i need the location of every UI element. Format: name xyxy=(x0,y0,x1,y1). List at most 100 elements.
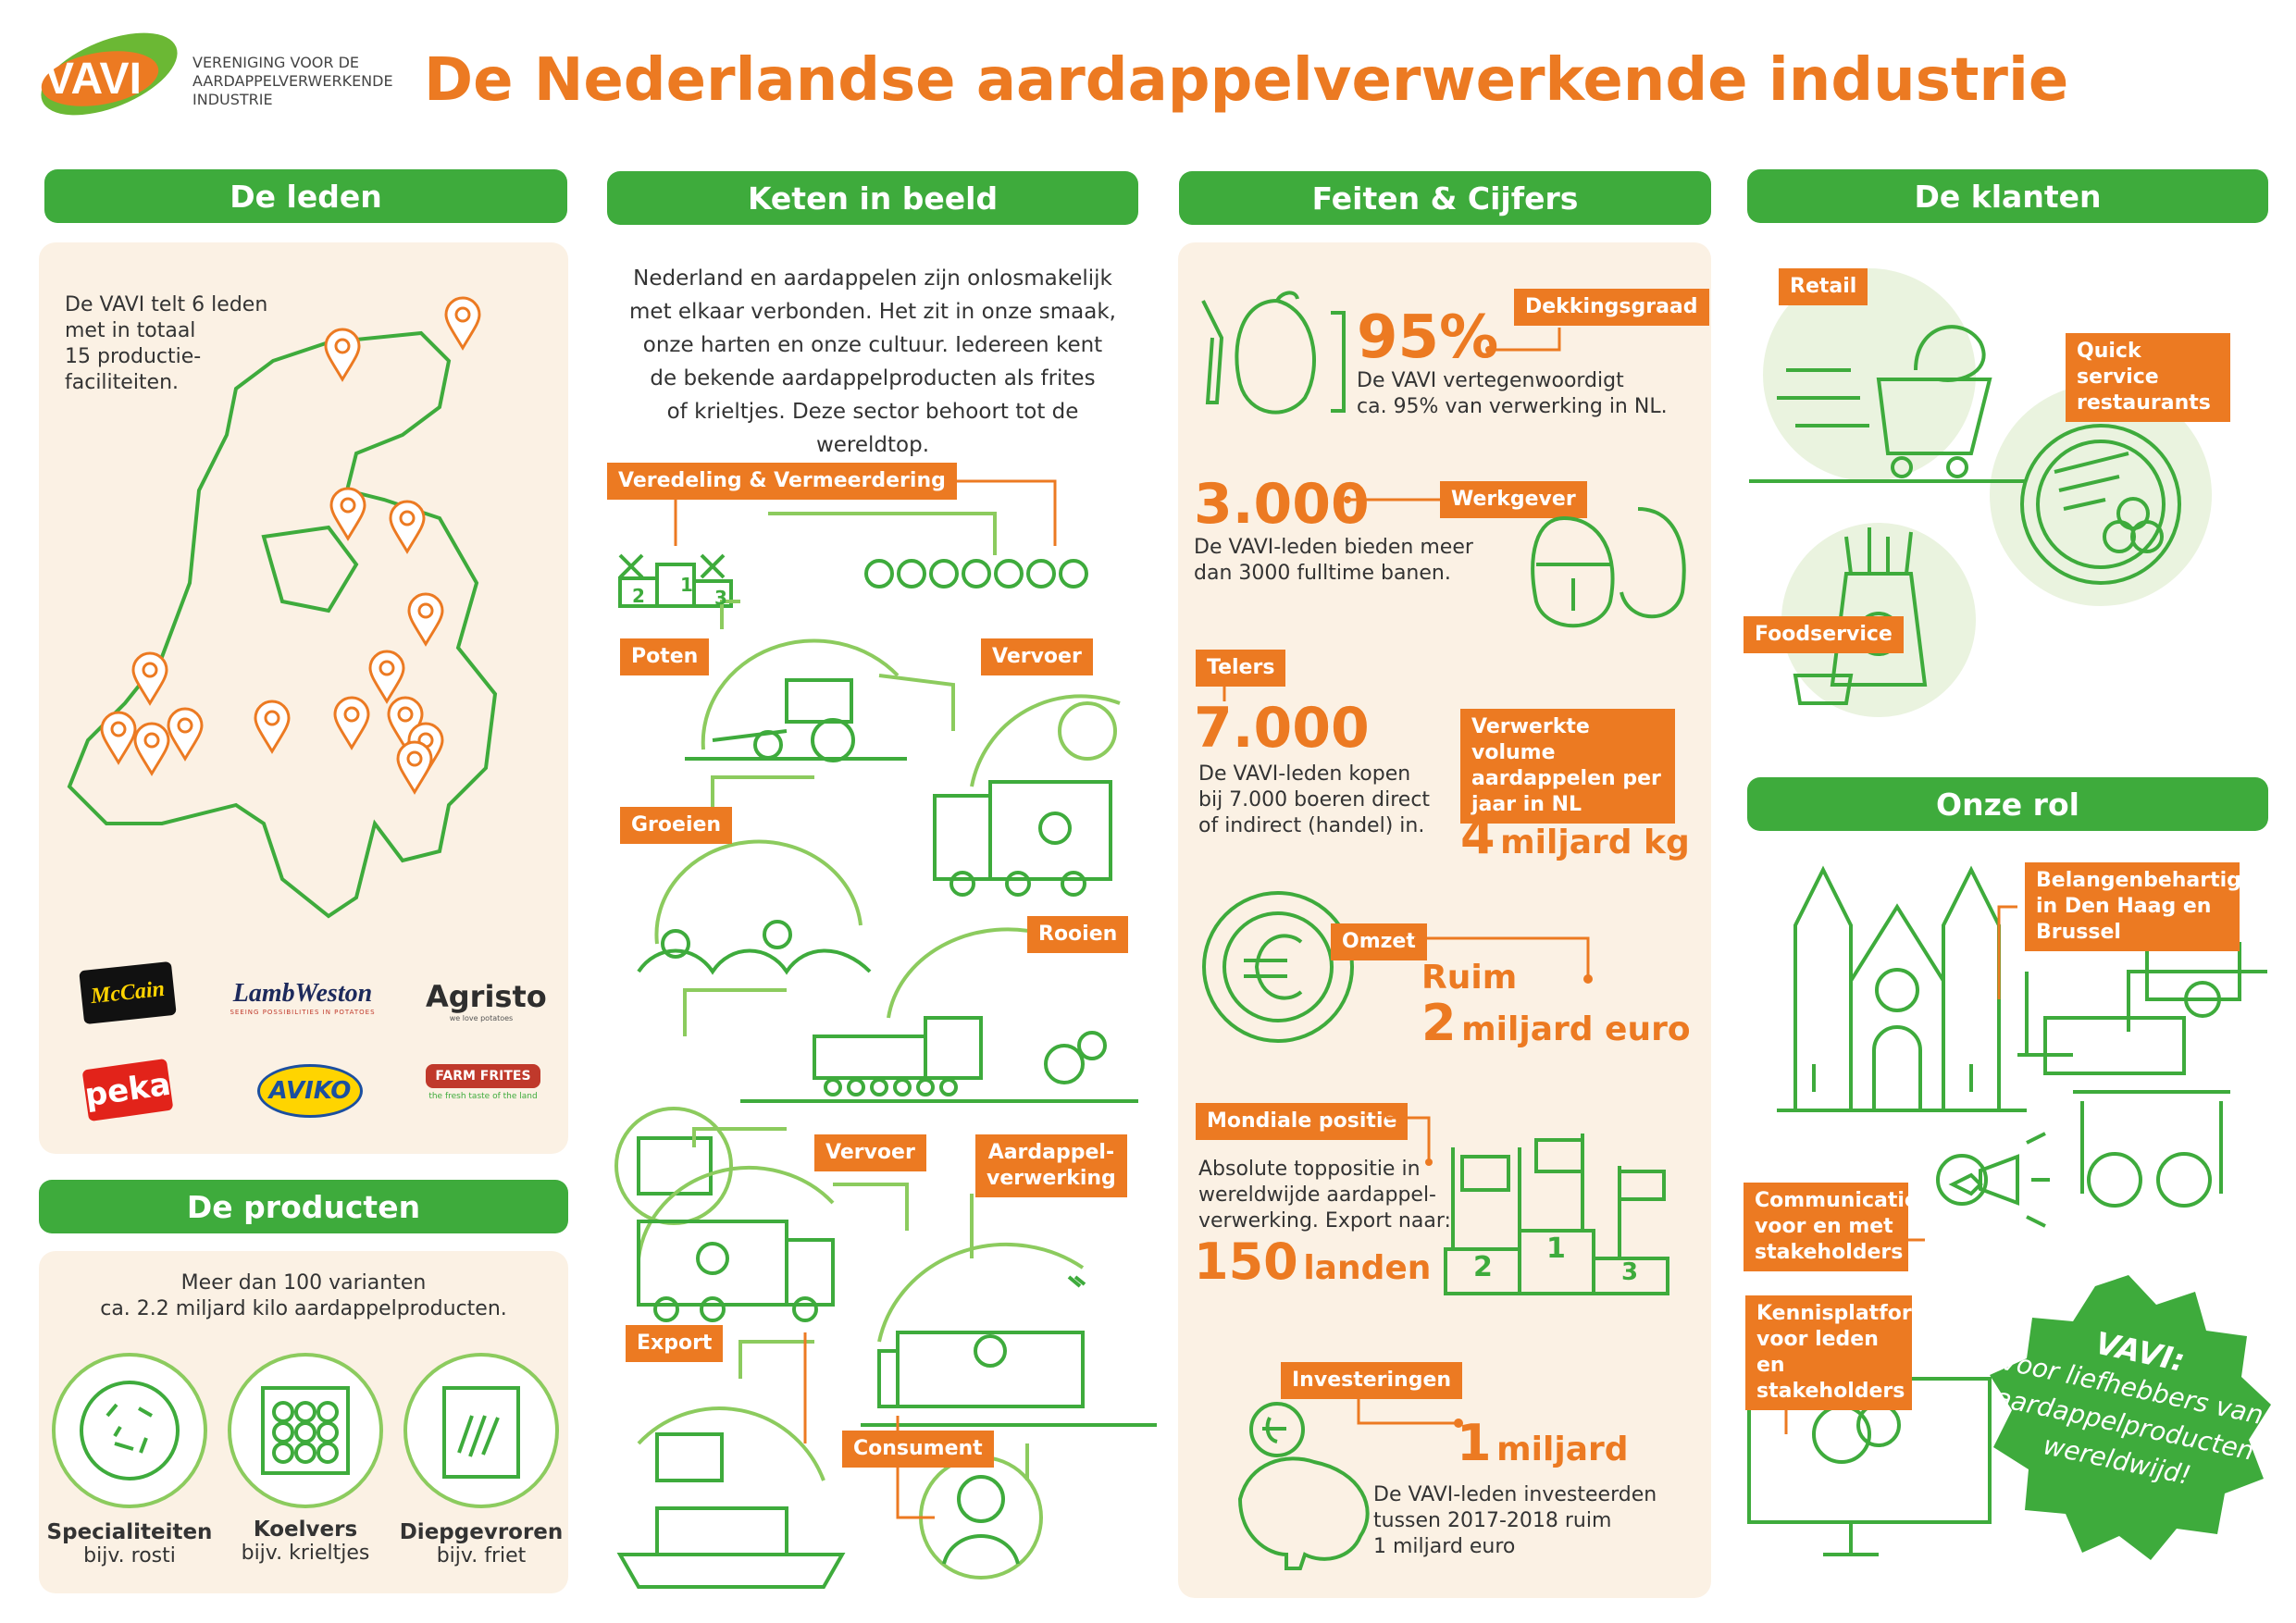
koelvers-icon xyxy=(228,1353,383,1508)
workers-icon xyxy=(1531,507,1686,628)
peka-text: peka xyxy=(82,1065,173,1115)
intro-line: met elkaar verbonden. Het zit in onze sm… xyxy=(629,300,1116,324)
map-pin-icon xyxy=(444,296,481,351)
leden-line: faciliteiten. xyxy=(65,371,180,394)
connector-icon xyxy=(1386,1116,1433,1166)
product-koelvers: Koelvers bijv. krieltjes xyxy=(217,1518,394,1565)
communicatie-line: Communicatie xyxy=(1755,1189,1918,1212)
map-pin-icon xyxy=(133,722,170,776)
kennis-line: voor leden en xyxy=(1756,1328,1879,1377)
intro-line: Nederland en aardappelen zijn onlosmakel… xyxy=(633,266,1112,291)
world-podium-icon xyxy=(1444,1134,1669,1295)
logo-text: VAVI xyxy=(44,55,142,104)
step-rooien: Rooien xyxy=(1027,916,1129,953)
leden-line: De VAVI telt 6 leden xyxy=(65,293,268,316)
volume-tag-line: jaar in NL xyxy=(1471,793,1582,816)
product-diepgevroren: Diepgevroren bijv. friet xyxy=(392,1520,570,1567)
header-leden: De leden xyxy=(44,169,567,223)
podium-1: 1 xyxy=(680,574,693,596)
tag-telers: Telers xyxy=(1196,650,1286,687)
logo-farmfrites: FARM FRITES the fresh taste of the land xyxy=(426,1064,540,1101)
potato-knife-icon xyxy=(1201,291,1316,415)
leden-line: 15 productie- xyxy=(65,345,202,368)
connector-icon xyxy=(1357,1395,1463,1428)
farmfrites-tagline: the fresh taste of the land xyxy=(428,1092,538,1101)
telers-line: bij 7.000 boeren direct xyxy=(1198,788,1431,812)
map-pin-icon xyxy=(387,696,424,750)
step-export: Export xyxy=(626,1325,724,1362)
communicatie-line: stakeholders xyxy=(1755,1241,1904,1264)
header-keten: Keten in beeld xyxy=(607,171,1138,225)
podium-2: 2 xyxy=(632,585,645,607)
logo-mccain: McCain xyxy=(79,960,177,1025)
lambweston-text: LambWeston xyxy=(232,979,373,1008)
intro-line: of krieltjes. Deze sector behoort tot de… xyxy=(666,400,1079,457)
mondiaal-unit: landen xyxy=(1303,1249,1432,1287)
tag-werkgever: Werkgever xyxy=(1440,481,1587,518)
customers-illustration xyxy=(1749,268,2212,717)
investeringen-unit: miljard xyxy=(1496,1431,1629,1468)
product-example: bijv. krieltjes xyxy=(241,1542,370,1565)
tag-investeringen: Investeringen xyxy=(1281,1362,1463,1399)
product-example: bijv. rosti xyxy=(83,1544,176,1567)
product-name: Specialiteiten xyxy=(46,1520,213,1544)
tag-volume: Verwerkte volume aardappelen per jaar in… xyxy=(1460,709,1675,824)
map-pin-icon xyxy=(131,651,168,706)
telers-line: of indirect (handel) in. xyxy=(1198,814,1425,837)
investeringen-value: 1 miljard xyxy=(1457,1414,1629,1472)
tagline-line: INDUSTRIE xyxy=(192,91,273,108)
verwerking-line: Aardappel- xyxy=(987,1141,1115,1164)
intro-line: de bekende aardappelproducten als frites xyxy=(650,366,1096,390)
step-veredeling: Veredeling & Vermeerdering xyxy=(607,463,957,500)
mccain-text: McCain xyxy=(89,976,167,1009)
star-badge-icon xyxy=(1990,1275,2271,1560)
dekking-text: De VAVI vertegenwoordigt ca. 95% van ver… xyxy=(1357,368,1668,420)
specialiteiten-icon xyxy=(52,1353,207,1508)
map-pin-icon xyxy=(389,500,426,554)
agristo-text: Agristo xyxy=(426,979,547,1014)
telers-number: 7.000 xyxy=(1194,696,1370,761)
mondiaal-podium-2: 2 xyxy=(1473,1251,1493,1283)
investeringen-line: De VAVI-leden investeerden xyxy=(1373,1483,1657,1506)
connector-icon xyxy=(1485,328,1561,353)
mondiaal-podium-3: 3 xyxy=(1621,1258,1639,1286)
tag-retail: Retail xyxy=(1779,268,1868,305)
map-pin-icon xyxy=(333,696,370,750)
aviko-text: AVIKO xyxy=(268,1077,352,1105)
header-rol: Onze rol xyxy=(1747,777,2268,831)
volume-value: 4 miljard kg xyxy=(1460,807,1690,865)
belangen-line: in Den Haag en Brussel xyxy=(2036,895,2212,944)
dekking-line: De VAVI vertegenwoordigt xyxy=(1357,369,1624,392)
tagline-line: VERENIGING VOOR DE xyxy=(192,54,360,71)
map-pin-icon xyxy=(329,487,366,541)
product-name: Koelvers xyxy=(253,1518,358,1542)
connector-icon xyxy=(1414,936,1593,984)
step-vervoer-1: Vervoer xyxy=(981,638,1093,675)
piggy-bank-icon xyxy=(1237,1402,1370,1570)
map-pin-icon xyxy=(396,740,433,795)
logo-agristo: Agristo we love potatoes xyxy=(426,979,547,1022)
lambweston-tagline: SEEING POSSIBILITIES IN POTATOES xyxy=(230,1009,376,1016)
step-groeien: Groeien xyxy=(620,807,733,844)
qsr-line: restaurants xyxy=(2077,391,2211,415)
product-specialiteiten: Specialiteiten bijv. rosti xyxy=(41,1520,218,1567)
omzet-unit: miljard euro xyxy=(1461,1010,1691,1048)
tag-dekkingsgraad: Dekkingsgraad xyxy=(1514,289,1709,326)
dekking-line: ca. 95% van verwerking in NL. xyxy=(1357,395,1668,418)
map-pin-icon xyxy=(368,650,405,704)
producten-line: ca. 2.2 miljard kilo aardappelproducten. xyxy=(100,1297,507,1320)
page-title: De Nederlandse aardappelverwerkende indu… xyxy=(424,46,2069,115)
connector-icon xyxy=(1222,681,1226,701)
logo-aviko: AVIKO xyxy=(257,1064,363,1118)
omzet-value: 2 miljard euro xyxy=(1421,994,1691,1052)
mondiaal-value: 150 landen xyxy=(1194,1233,1431,1291)
header-feiten: Feiten & Cijfers xyxy=(1179,171,1711,225)
header-producten: De producten xyxy=(39,1180,568,1233)
kennis-line: stakeholders xyxy=(1756,1380,1905,1403)
bracket-icon xyxy=(1331,311,1346,413)
vavi-logo: VAVI xyxy=(35,28,178,120)
omzet-number: 2 xyxy=(1421,994,1457,1052)
mondiaal-line: Absolute toppositie in xyxy=(1198,1158,1421,1181)
tag-foodservice: Foodservice xyxy=(1744,616,1904,653)
farmfrites-text: FARM FRITES xyxy=(426,1064,540,1088)
